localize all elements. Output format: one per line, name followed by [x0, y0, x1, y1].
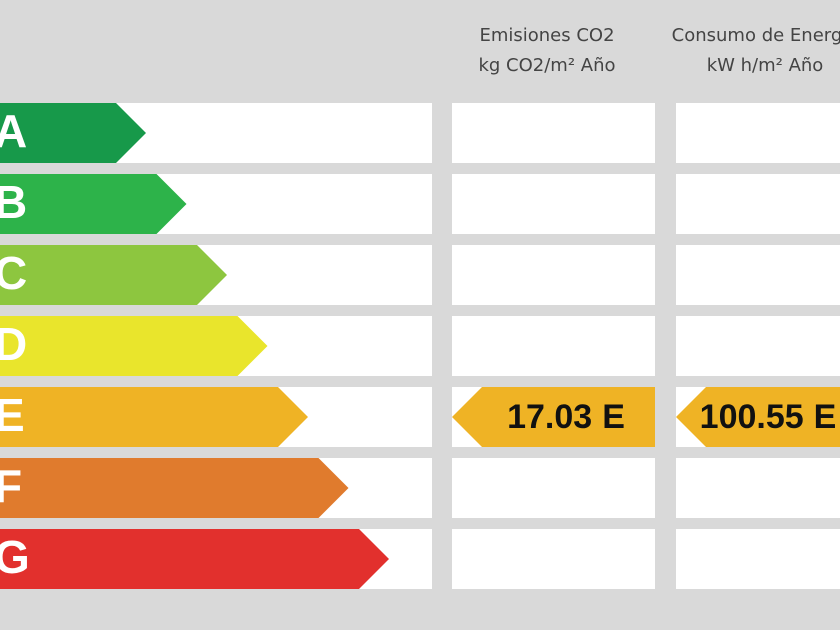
rating-value: 100.55 — [700, 398, 804, 436]
cell-bg — [676, 245, 840, 305]
rating-arrow — [452, 387, 655, 447]
grade-letter: E — [0, 389, 25, 441]
cell-bg — [452, 103, 655, 163]
rating-text: 100.55 E — [700, 398, 837, 436]
cell-bg — [676, 529, 840, 589]
grade-arrow — [0, 458, 349, 518]
cell-bg — [452, 458, 655, 518]
grade-letter: A — [0, 105, 27, 157]
column-title: Consumo de Energía — [672, 25, 840, 46]
rating-value: 17.03 — [507, 398, 592, 436]
column-unit: kg CO2/m² Año — [478, 55, 615, 76]
rating-grade: E — [602, 398, 625, 436]
cell-bg — [452, 529, 655, 589]
cell-bg — [452, 245, 655, 305]
cell-bg — [676, 316, 840, 376]
grade-arrow — [0, 174, 187, 234]
cell-bg — [452, 174, 655, 234]
grade-letter: G — [0, 531, 30, 583]
column-title: Emisiones CO2 — [479, 25, 614, 46]
cell-bg — [676, 458, 840, 518]
grade-arrow — [0, 103, 146, 163]
grade-letter: D — [0, 318, 27, 370]
grade-letter: C — [0, 247, 27, 299]
cell-bg — [452, 316, 655, 376]
grade-letter: B — [0, 176, 27, 228]
rating-grade: E — [814, 398, 837, 436]
cell-bg — [676, 103, 840, 163]
grade-arrow — [0, 316, 268, 376]
grade-arrow — [0, 245, 227, 305]
rating-text: 17.03 E — [507, 398, 625, 436]
grade-arrow — [0, 529, 389, 589]
rating-arrow — [676, 387, 840, 447]
grade-letter: F — [0, 460, 22, 512]
cell-bg — [676, 174, 840, 234]
column-unit: kW h/m² Año — [707, 55, 824, 76]
grade-arrow — [0, 387, 308, 447]
